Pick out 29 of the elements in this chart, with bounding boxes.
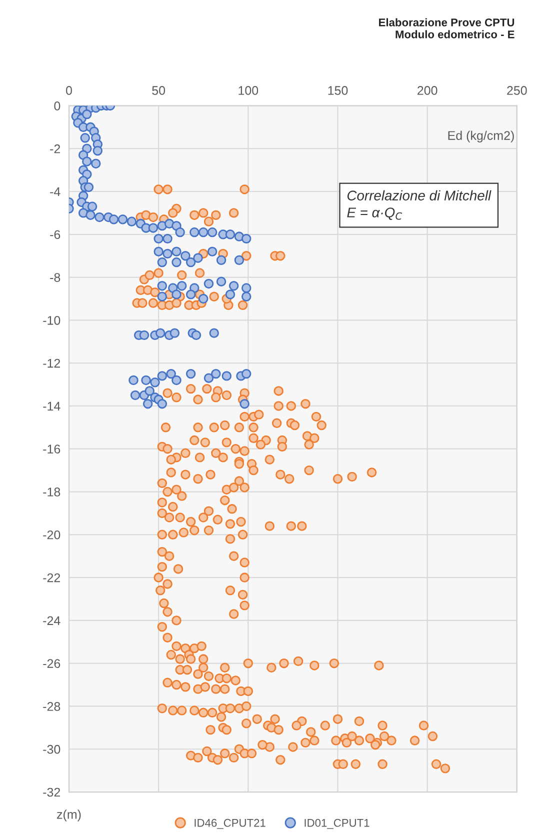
x-tick-label: 100: [238, 86, 258, 95]
x-axis-title: Ed (kg/cm2): [448, 130, 514, 142]
x-tick-label: 200: [418, 86, 438, 95]
y-tick-label: -24: [43, 616, 60, 625]
y-tick-label: -10: [43, 316, 60, 325]
y-tick-label: 0: [54, 102, 60, 110]
y-tick-label: -16: [43, 444, 60, 454]
y-tick-label: -18: [43, 488, 60, 496]
y-tick-label: -4: [50, 187, 60, 196]
y-axis-title: z(m): [57, 810, 81, 822]
y-tick-label: -20: [43, 530, 60, 540]
y-tick-label: -8: [50, 273, 60, 282]
x-tick-label: 50: [152, 86, 166, 95]
y-tick-label: -14: [43, 402, 60, 410]
y-tick-label: -28: [43, 702, 60, 711]
y-tick-label: -12: [43, 358, 60, 368]
x-tick-label: 0: [66, 86, 72, 95]
annotation: Correlazione di Mitchell E = α·Q$_{C}$: [347, 190, 492, 220]
x-tick-label: 150: [328, 86, 348, 95]
legend-label: ID01_CPUT1: [304, 818, 370, 829]
chart-title: Elaborazione Prove CPTU Modulo edometrico - E: [379, 18, 514, 38]
x-tick-label: 250: [507, 86, 527, 95]
y-tick-label: -32: [43, 788, 60, 797]
y-tick-label: -30: [43, 744, 60, 754]
y-tick-label: -22: [43, 573, 60, 582]
y-tick-label: -6: [50, 230, 60, 240]
y-tick-label: -26: [43, 659, 60, 668]
y-tick-label: -2: [50, 144, 60, 154]
legend-label: ID46_CPUT21: [194, 818, 266, 829]
